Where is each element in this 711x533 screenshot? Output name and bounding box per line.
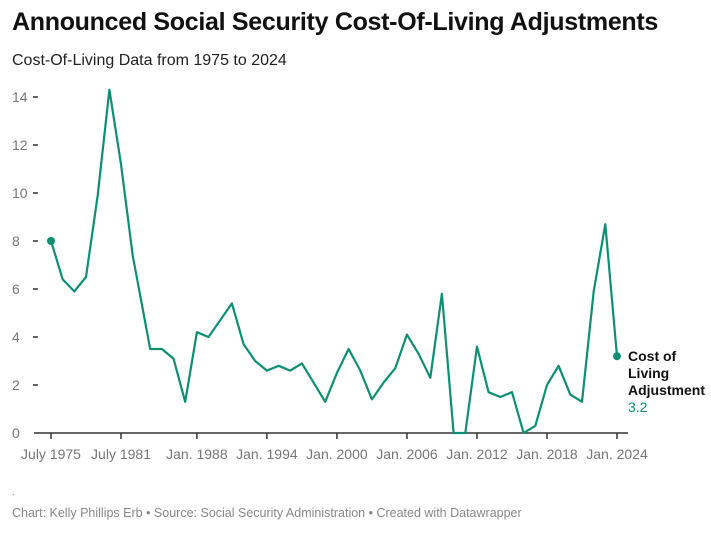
chart-subtitle: Cost-Of-Living Data from 1975 to 2024	[12, 52, 287, 69]
y-tick-label: 14	[12, 89, 28, 105]
x-tick-label: Jan. 2018	[516, 446, 578, 462]
y-tick-label: 6	[12, 281, 20, 297]
chart-footer: Chart: Kelly Phillips Erb • Source: Soci…	[12, 506, 522, 520]
chart-title: Announced Social Security Cost-Of-Living…	[12, 8, 659, 36]
x-tick-label: Jan. 1988	[166, 446, 228, 462]
footer-dot: .	[12, 487, 15, 498]
y-tick-label: 10	[12, 185, 28, 201]
series-label: Cost of Living Adjustment	[628, 348, 705, 398]
x-tick-label: Jan. 1994	[236, 446, 298, 462]
series-end-value: 3.2	[628, 399, 648, 415]
y-tick-label: 12	[12, 137, 28, 153]
x-tick-label: July 1981	[91, 446, 151, 462]
x-tick-label: Jan. 2024	[586, 446, 648, 462]
y-tick-label: 8	[12, 233, 20, 249]
x-tick-label: Jan. 2000	[306, 446, 368, 462]
y-tick-label: 0	[12, 425, 20, 441]
x-tick-label: July 1975	[21, 446, 81, 462]
data-point	[613, 352, 621, 361]
data-point	[47, 237, 55, 245]
y-tick-label: 4	[12, 329, 20, 345]
x-tick-label: Jan. 2006	[376, 446, 438, 462]
y-tick-label: 2	[12, 377, 20, 393]
x-tick-label: Jan. 2012	[446, 446, 508, 462]
series-line	[49, 88, 619, 435]
